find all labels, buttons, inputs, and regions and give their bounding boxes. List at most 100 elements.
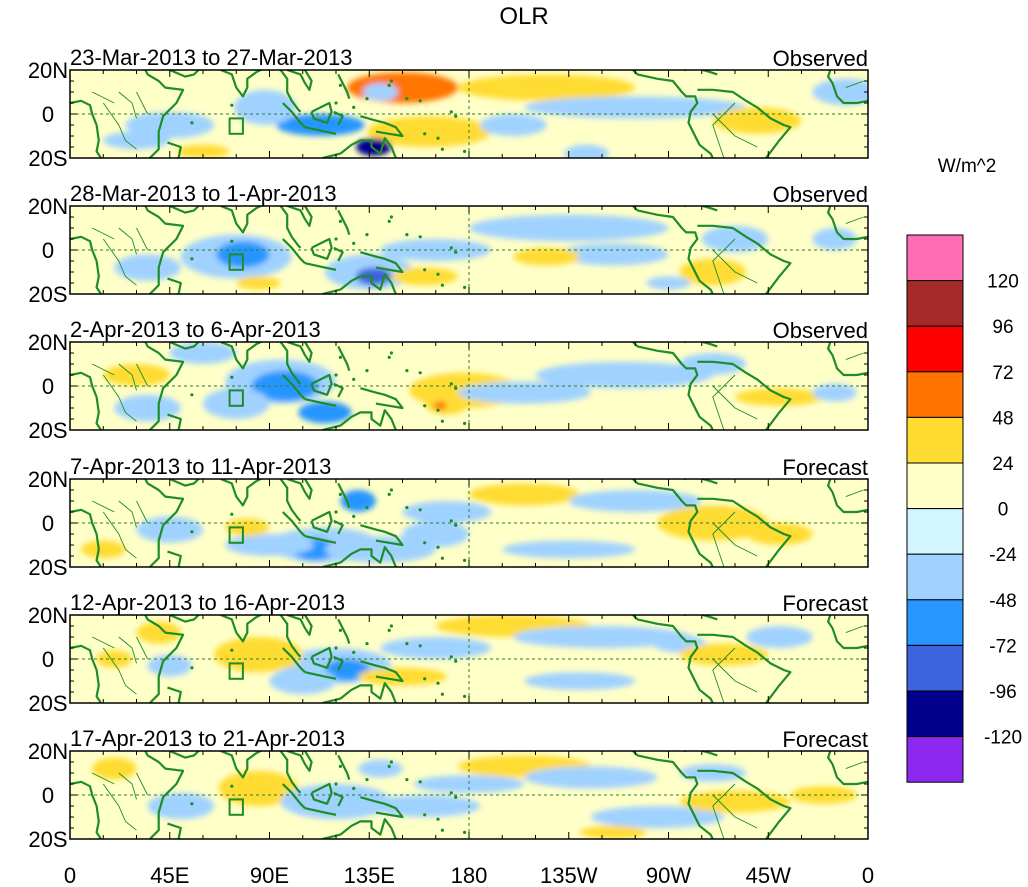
country-border xyxy=(712,374,736,430)
coastline xyxy=(310,101,333,124)
panel-period-label: 2-Apr-2013 to 6-Apr-2013 xyxy=(70,317,321,342)
coastline xyxy=(337,73,351,99)
coastline xyxy=(337,345,351,371)
panel-kind-label: Forecast xyxy=(782,727,868,752)
coastline xyxy=(697,497,792,567)
coastline xyxy=(304,807,337,816)
y-tick-label: 20S xyxy=(28,691,67,716)
anomaly-blob xyxy=(103,364,170,386)
island xyxy=(338,764,342,769)
coastline xyxy=(70,371,102,430)
anomaly-blob xyxy=(402,520,470,548)
island xyxy=(190,257,194,261)
coastline xyxy=(322,137,397,158)
island xyxy=(449,246,453,250)
anomaly-blob xyxy=(298,401,352,424)
y-tick-label: 0 xyxy=(42,647,54,672)
anomaly-blob xyxy=(81,540,126,559)
coastline xyxy=(333,382,344,398)
coastline xyxy=(70,508,102,567)
colorbar-label: 120 xyxy=(987,272,1019,293)
coastline xyxy=(632,479,714,567)
x-tick-label: 135W xyxy=(540,863,598,887)
coastline xyxy=(322,409,397,430)
coastline xyxy=(826,342,868,377)
anomaly-blob xyxy=(358,667,447,686)
anomaly-blob xyxy=(324,659,370,681)
coastline xyxy=(322,818,397,839)
anomaly-blob xyxy=(114,254,181,281)
colorbar-box xyxy=(906,599,964,646)
island xyxy=(418,508,422,512)
y-tick-label: 20N xyxy=(28,330,68,355)
anomaly-blob xyxy=(147,654,192,677)
country-border xyxy=(845,489,864,498)
island xyxy=(454,659,458,663)
island xyxy=(418,235,422,239)
island xyxy=(440,147,444,151)
island xyxy=(436,545,440,549)
coastline xyxy=(684,615,718,621)
anomaly-blob xyxy=(535,361,713,389)
island xyxy=(334,510,338,514)
coastline xyxy=(310,646,333,669)
coastline xyxy=(286,70,313,91)
coastline xyxy=(697,360,792,430)
anomaly-blob xyxy=(367,116,492,147)
country-border xyxy=(136,500,149,524)
island xyxy=(230,375,234,379)
country-border xyxy=(102,102,137,150)
panel-kind-label: Observed xyxy=(773,46,868,71)
x-tick-label: 45W xyxy=(746,863,791,887)
y-tick-label: 0 xyxy=(42,511,54,536)
island xyxy=(334,646,338,650)
panel-kind-label: Observed xyxy=(773,318,868,343)
panel-period-label: 17-Apr-2013 to 21-Apr-2013 xyxy=(70,726,345,751)
y-tick-label: 0 xyxy=(42,238,54,263)
colorbar-label: -24 xyxy=(989,545,1017,566)
island xyxy=(440,419,444,423)
colorbar-label: 72 xyxy=(992,363,1013,384)
anomaly-blob xyxy=(590,806,724,828)
panel-4: 20N 0 20S 7-Apr-2013 to 11-Apr-2013 Forecast xyxy=(28,454,869,580)
island xyxy=(423,813,427,817)
country-border xyxy=(102,647,137,695)
island xyxy=(230,648,234,652)
coastline xyxy=(322,273,397,294)
colorbar: W/m^2 120 96 72 48 24 0 -24 -48 -72 -96 -120 xyxy=(906,156,1022,783)
coastline xyxy=(684,206,718,212)
island xyxy=(389,351,393,355)
coastline xyxy=(632,751,714,839)
country-border xyxy=(712,113,758,148)
coastline xyxy=(310,782,333,805)
y-tick-label: 0 xyxy=(42,102,54,127)
island xyxy=(338,492,342,496)
panel-1: 20N 0 20S 23-Mar-2013 to 27-Mar-2013 Observe… xyxy=(28,45,869,171)
coastline xyxy=(167,141,182,158)
island xyxy=(463,694,467,699)
island xyxy=(365,778,369,782)
anomaly-blob xyxy=(513,626,691,648)
anomaly-blob xyxy=(362,83,399,101)
country-border xyxy=(712,249,758,284)
x-tick-label: 90E xyxy=(250,863,289,887)
anomaly-blob xyxy=(579,825,647,839)
island xyxy=(387,492,391,496)
coastline xyxy=(169,70,201,78)
coastline xyxy=(279,751,302,794)
country-border xyxy=(118,363,137,391)
island xyxy=(405,778,409,782)
island xyxy=(423,268,427,272)
island xyxy=(365,642,369,646)
coastline xyxy=(132,751,185,839)
coastlines xyxy=(70,342,868,430)
coastline xyxy=(286,751,313,772)
coastline xyxy=(684,70,718,76)
island xyxy=(352,241,356,245)
country-border xyxy=(845,625,864,634)
island xyxy=(230,239,234,243)
coastline xyxy=(169,751,201,759)
country-border xyxy=(102,238,137,286)
coastline xyxy=(322,682,397,703)
x-tick-label: 0 xyxy=(64,863,76,887)
